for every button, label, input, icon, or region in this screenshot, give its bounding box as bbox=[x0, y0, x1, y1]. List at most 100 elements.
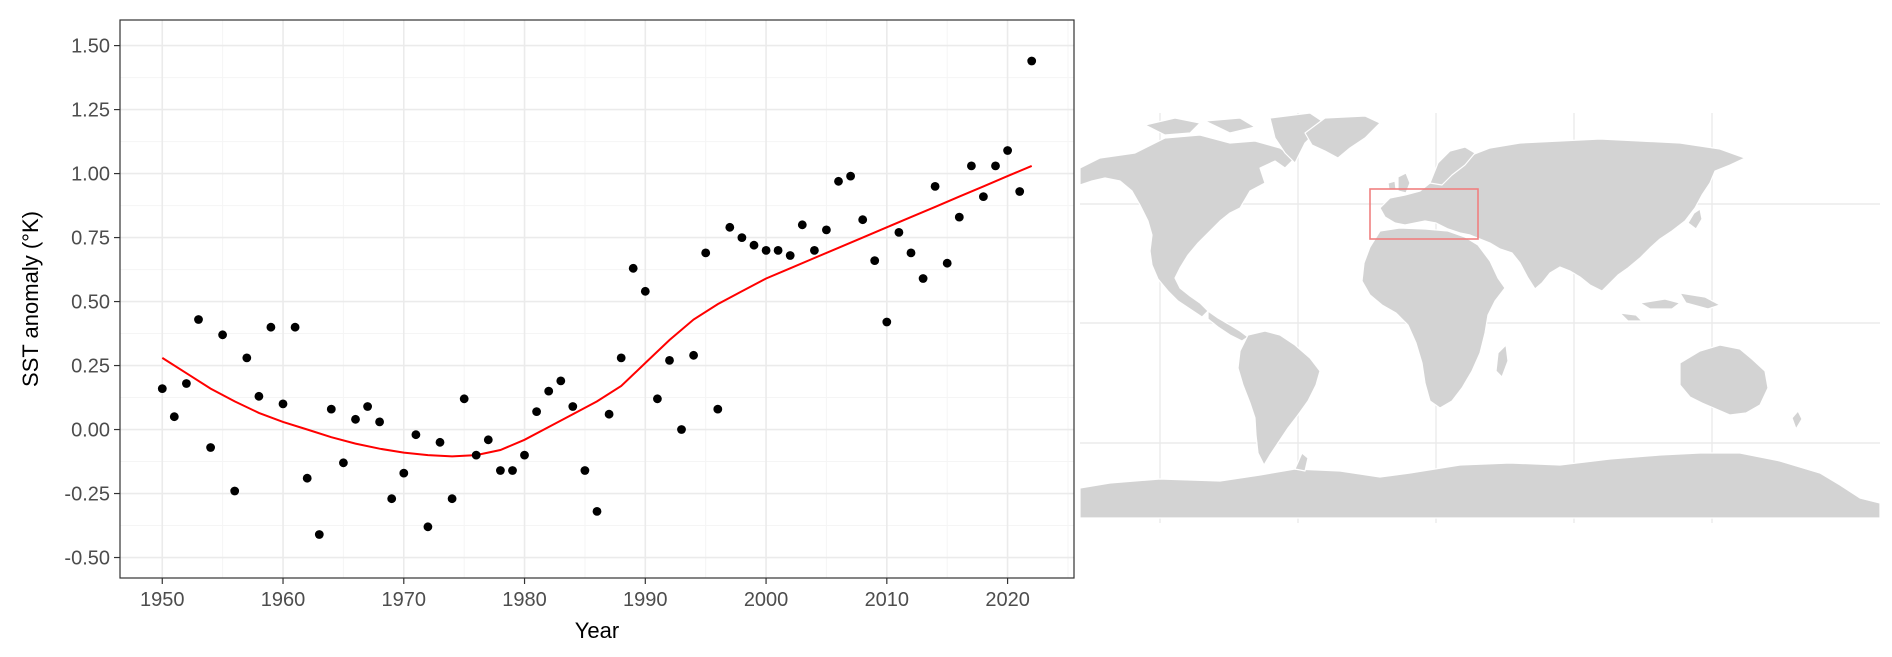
data-point bbox=[447, 494, 457, 504]
data-point bbox=[302, 473, 312, 483]
axes: 1950 1960 1970 1980 1990 2000 2010 2020 -0.50 -0.… bbox=[64, 36, 1029, 611]
panel-border bbox=[119, 19, 1075, 579]
trend-line bbox=[161, 164, 1033, 458]
data-point bbox=[339, 458, 348, 468]
data-point bbox=[435, 437, 445, 447]
data-point bbox=[471, 450, 481, 460]
data-point bbox=[979, 192, 988, 202]
data-point bbox=[363, 402, 372, 411]
data-point bbox=[194, 315, 203, 324]
greenland-shape bbox=[1304, 115, 1381, 159]
arctic-islands-shape bbox=[1144, 113, 1326, 164]
land-masses bbox=[1080, 113, 1880, 519]
y-tick-label: -0.50 bbox=[64, 548, 110, 570]
data-point bbox=[1003, 146, 1012, 155]
japan-shape bbox=[1687, 208, 1703, 230]
data-point bbox=[580, 466, 590, 475]
y-tick-label: 0.00 bbox=[71, 420, 110, 442]
data-point bbox=[785, 251, 795, 260]
data-point bbox=[423, 522, 433, 532]
grid-lines bbox=[120, 20, 1074, 578]
data-point bbox=[701, 248, 711, 258]
x-tick-label: 2020 bbox=[985, 589, 1030, 611]
data-point bbox=[810, 246, 819, 255]
x-axis-title: Year bbox=[575, 618, 619, 643]
data-point bbox=[568, 402, 578, 411]
data-point bbox=[411, 430, 421, 440]
y-tick-label: 0.25 bbox=[71, 356, 110, 378]
australia-shape bbox=[1679, 344, 1769, 416]
data-point bbox=[483, 435, 493, 445]
world-map bbox=[1080, 113, 1880, 523]
data-point bbox=[906, 248, 916, 258]
data-point bbox=[665, 356, 674, 365]
x-tick-label: 1960 bbox=[261, 589, 306, 611]
data-point bbox=[326, 404, 336, 414]
y-axis-title: SST anomaly (°K) bbox=[18, 211, 43, 387]
data-point bbox=[459, 394, 469, 404]
data-point bbox=[761, 246, 771, 255]
data-point bbox=[834, 176, 843, 186]
data-point bbox=[846, 171, 855, 181]
data-point bbox=[930, 182, 940, 191]
y-tick-label: 1.25 bbox=[71, 100, 110, 122]
x-tick-label: 1970 bbox=[382, 589, 427, 611]
central-america-shape bbox=[1207, 310, 1249, 342]
data-point bbox=[387, 494, 397, 504]
data-point bbox=[689, 350, 698, 360]
data-point bbox=[592, 507, 602, 516]
data-point bbox=[1027, 56, 1037, 66]
data-point bbox=[242, 353, 252, 363]
study-region-box bbox=[1369, 188, 1479, 240]
x-tick-label: 2010 bbox=[865, 589, 910, 611]
data-point bbox=[351, 414, 360, 424]
eurasia-shape bbox=[1379, 138, 1746, 292]
data-point bbox=[773, 246, 783, 255]
sst-anomaly-chart: 1950 1960 1970 1980 1990 2000 2010 2020 -0.50 -0.… bbox=[18, 19, 1075, 643]
data-point bbox=[894, 228, 904, 237]
data-point bbox=[954, 212, 964, 222]
antarctica-shape bbox=[1080, 452, 1880, 519]
x-tick-label: 1990 bbox=[623, 589, 668, 611]
data-point bbox=[858, 215, 868, 225]
data-point bbox=[918, 274, 928, 283]
data-point bbox=[616, 353, 626, 363]
data-point bbox=[713, 404, 723, 414]
british-isles-shape bbox=[1387, 172, 1411, 194]
data-point bbox=[628, 263, 638, 273]
data-point bbox=[399, 468, 409, 478]
y-tick-label: 0.75 bbox=[71, 228, 110, 250]
data-point bbox=[218, 330, 228, 340]
data-point bbox=[556, 376, 566, 386]
data-point bbox=[822, 225, 831, 235]
data-point bbox=[375, 417, 384, 427]
data-point bbox=[508, 466, 517, 475]
y-tick-label: -0.25 bbox=[64, 484, 110, 506]
data-point bbox=[725, 222, 735, 232]
data-point bbox=[640, 286, 650, 296]
data-point bbox=[604, 409, 614, 419]
y-tick-label: 1.00 bbox=[71, 164, 110, 186]
data-point bbox=[991, 161, 1000, 171]
x-tick-label: 1980 bbox=[502, 589, 547, 611]
data-point bbox=[182, 379, 191, 388]
data-point bbox=[653, 394, 662, 404]
data-point bbox=[749, 240, 759, 250]
data-point bbox=[967, 161, 976, 171]
south-america-shape bbox=[1237, 330, 1321, 466]
madagascar-shape bbox=[1495, 344, 1509, 378]
data-point bbox=[314, 530, 324, 539]
data-points bbox=[157, 56, 1037, 539]
data-point bbox=[532, 407, 541, 416]
data-point bbox=[157, 384, 167, 393]
antarctic-peninsula-shape bbox=[1294, 452, 1309, 472]
data-point bbox=[882, 317, 892, 327]
data-point bbox=[290, 322, 300, 332]
data-point bbox=[870, 256, 880, 265]
data-point bbox=[942, 258, 952, 268]
data-point bbox=[1015, 187, 1025, 196]
data-point bbox=[169, 412, 179, 422]
new-zealand-shape bbox=[1791, 410, 1803, 430]
data-point bbox=[254, 391, 264, 401]
y-tick-label: 0.50 bbox=[71, 292, 110, 314]
